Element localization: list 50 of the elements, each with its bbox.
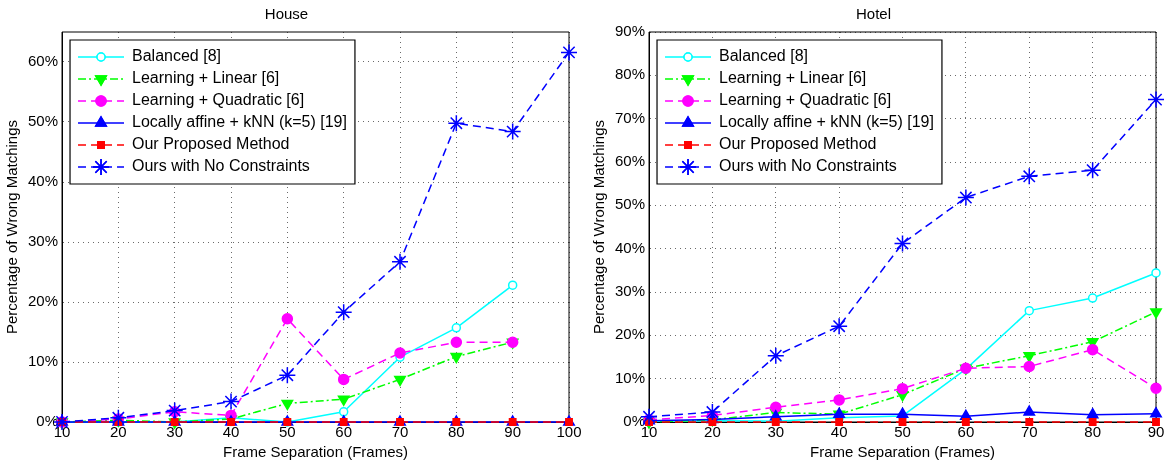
legend-label: Learning + Quadratic [6] bbox=[719, 91, 892, 109]
x-tick-label: 70 bbox=[1020, 423, 1038, 441]
y-tick-label: 20% bbox=[614, 325, 646, 343]
x-tick-label: 50 bbox=[894, 423, 911, 441]
legend-label: Learning + Linear [6] bbox=[132, 69, 280, 87]
y-tick-label: 30% bbox=[614, 282, 646, 300]
x-tick-label: 40 bbox=[222, 423, 240, 441]
x-tick-label: 100 bbox=[556, 423, 582, 441]
y-tick-label: 30% bbox=[27, 232, 59, 250]
y-tick-label: 40% bbox=[614, 238, 646, 256]
legend-label: Ours with No Constraints bbox=[132, 157, 310, 175]
legend-label: Our Proposed Method bbox=[132, 135, 290, 153]
x-axis-title: Frame Separation (Frames) bbox=[809, 443, 996, 461]
x-tick-label: 30 bbox=[767, 423, 785, 441]
y-tick-label: 50% bbox=[27, 112, 59, 130]
chart-title: Hotel bbox=[855, 5, 892, 23]
y-tick-label: 10% bbox=[614, 368, 646, 386]
x-tick-label: 90 bbox=[1147, 423, 1165, 441]
legend-label: Locally affine + kNN (k=5) [19] bbox=[132, 113, 347, 131]
x-axis-title: Frame Separation (Frames) bbox=[222, 443, 409, 461]
legend-label: Balanced [8] bbox=[132, 47, 221, 65]
y-tick-label: 40% bbox=[27, 172, 59, 190]
x-tick-label: 20 bbox=[704, 423, 721, 441]
x-tick-label: 30 bbox=[166, 423, 184, 441]
x-tick-label: 50 bbox=[279, 423, 296, 441]
legend-label: Balanced [8] bbox=[719, 47, 808, 65]
y-tick-label: 60% bbox=[614, 152, 646, 170]
y-axis-title: Percentage of Wrong Matchings bbox=[590, 119, 608, 335]
y-tick-label: 70% bbox=[614, 108, 646, 126]
legend-label: Learning + Quadratic [6] bbox=[132, 91, 305, 109]
y-tick-label: 10% bbox=[27, 352, 59, 370]
x-tick-label: 80 bbox=[1084, 423, 1101, 441]
y-tick-label: 60% bbox=[27, 52, 59, 70]
x-tick-label: 40 bbox=[830, 423, 848, 441]
legend-label: Our Proposed Method bbox=[719, 135, 877, 153]
chart-title: House bbox=[264, 5, 309, 23]
y-tick-label: 20% bbox=[27, 292, 59, 310]
x-tick-label: 90 bbox=[504, 423, 522, 441]
y-tick-label: 90% bbox=[614, 22, 646, 40]
y-tick-label: 80% bbox=[614, 65, 646, 83]
legend-label: Ours with No Constraints bbox=[719, 157, 897, 175]
x-tick-label: 80 bbox=[447, 423, 465, 441]
x-tick-label: 60 bbox=[335, 423, 353, 441]
x-tick-label: 60 bbox=[957, 423, 975, 441]
y-tick-label: 50% bbox=[614, 195, 646, 213]
legend-label: Locally affine + kNN (k=5) [19] bbox=[719, 113, 934, 131]
legend-label: Learning + Linear [6] bbox=[719, 69, 867, 87]
x-tick-label: 70 bbox=[391, 423, 409, 441]
y-axis-title: Percentage of Wrong Matchings bbox=[3, 119, 21, 335]
x-tick-label: 20 bbox=[110, 423, 127, 441]
